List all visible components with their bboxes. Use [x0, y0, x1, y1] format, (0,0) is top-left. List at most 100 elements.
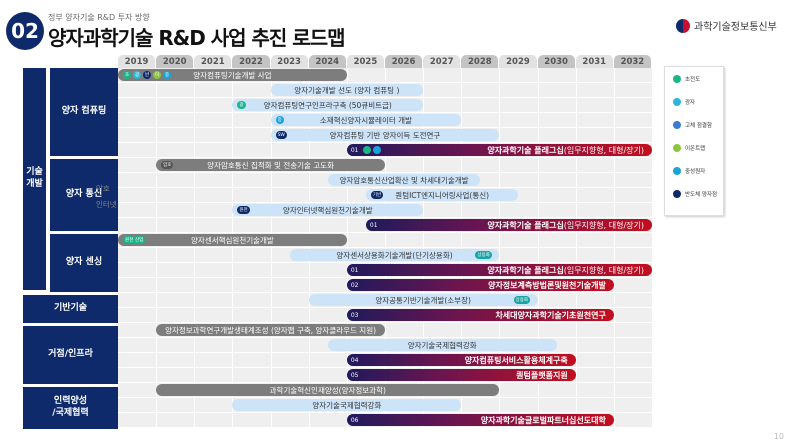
- program-bar[interactable]: 양자컴퓨팅연구인프라구축 (50큐비트급): [232, 99, 424, 111]
- grid-line: [270, 68, 272, 428]
- program-label: 양자기술국제협력강화: [407, 340, 477, 350]
- year-2019: 2019: [118, 55, 156, 68]
- program-bar[interactable]: 양자암호통신 집적화 및 전송기술 고도화: [156, 159, 385, 171]
- tech-badge-icon: 상용화: [513, 296, 530, 304]
- grid-line: [232, 68, 234, 428]
- program-bar[interactable]: 소재혁신양자시뮬레이터 개발: [270, 114, 462, 126]
- year-2027: 2027: [423, 55, 461, 68]
- program-label: 양자센서상용화기술개발(단기상용화): [336, 250, 453, 260]
- ministry-name: 과학기술정보통신부: [694, 22, 777, 33]
- program-bar[interactable]: 양자기술국제협력강화: [327, 339, 557, 351]
- program-label: 양자과학기술글로벌파트너십선도대학: [480, 415, 606, 425]
- program-bar[interactable]: 양자정보과학연구개발생태계조성 (양자팹 구축, 양자클라우드 지원): [156, 324, 385, 336]
- tech-badge-icon: 암호: [161, 161, 174, 169]
- flagship-program-bar[interactable]: 06 양자과학기술글로벌파트너십선도대학: [346, 414, 614, 426]
- category-quantum-communication: 양자 통신: [50, 159, 118, 231]
- program-label: 양자암호통신산업확산 및 차세대기술개발: [339, 175, 469, 185]
- legend-dot-icon: [673, 167, 681, 175]
- program-label: 양자기술개발 선도 (양자 컴퓨팅 ): [294, 85, 400, 95]
- tech-badge-icon: 광: [133, 71, 142, 79]
- program-bar[interactable]: 양자기술국제협력강화: [232, 399, 462, 411]
- year-2021: 2021: [194, 55, 232, 68]
- tech-badge-icon: 초: [123, 71, 132, 79]
- tech-badge-icon: 산업: [133, 236, 146, 244]
- program-number: 05: [350, 371, 359, 379]
- legend-label: 광자: [685, 100, 696, 106]
- grid-line: [385, 68, 386, 428]
- tech-badge-icon: SW: [275, 131, 287, 139]
- program-label: 양자암호통신 집적화 및 전송기술 고도화: [207, 160, 334, 170]
- program-number: 01: [369, 221, 378, 229]
- tech-badge-icon: 반: [143, 71, 152, 79]
- side-label-internet: 인터넷: [96, 200, 117, 209]
- program-bar[interactable]: 양자암호통신산업확산 및 차세대기술개발: [327, 174, 481, 186]
- program-bar[interactable]: 양자센서핵심원천기술개발: [118, 234, 347, 246]
- flagship-program-bar[interactable]: 01 양자과학기술 플래그십 (임무지향형, 대형/장기): [365, 219, 652, 231]
- program-label: 양자정보과학연구개발생태계조성 (양자팹 구축, 양자클라우드 지원): [165, 325, 377, 335]
- program-bar[interactable]: 양자컴퓨팅기술개발 사업: [118, 69, 347, 81]
- year-2022: 2022: [232, 55, 270, 68]
- tech-badge-icon: 기반: [370, 191, 384, 199]
- legend-label: 초전도: [685, 77, 701, 83]
- year-2026: 2026: [384, 55, 423, 68]
- program-number: 03: [350, 311, 359, 319]
- program-label: 양자과학기술 플래그십: [487, 265, 564, 275]
- program-label: 양자컴퓨팅서비스활용체계구축: [464, 355, 568, 365]
- taegeuk-icon: [676, 18, 690, 33]
- section-number-badge: 02: [6, 12, 44, 50]
- program-label: 퀀텀ICT엔지니어링사업(통신): [395, 190, 490, 200]
- program-bar[interactable]: 양자센서상용화기술개발(단기상용화): [289, 249, 500, 261]
- year-2025: 2025: [346, 55, 384, 68]
- legend-dot-icon: [673, 75, 681, 83]
- flagship-program-bar[interactable]: 05 퀀텀플랫폼지원: [346, 369, 576, 381]
- year-2032: 2032: [613, 55, 651, 68]
- legend-item: 고체 점결함: [673, 121, 712, 129]
- flagship-program-bar[interactable]: 01 양자과학기술 플래그십 (임무지향형, 대형/장기): [346, 264, 652, 276]
- flagship-program-bar[interactable]: 01 양자과학기술 플래그십 (임무지향형, 대형/장기): [346, 144, 652, 156]
- category-tech-dev: 기술 개발: [23, 68, 46, 290]
- legend-label: 이온트랩: [685, 146, 706, 152]
- program-label: 양자공통기반기술개발(소부장): [375, 295, 471, 305]
- tech-badge-icon: 상용화: [475, 251, 492, 259]
- program-bar[interactable]: 과학기술혁신인재양성(양자정보과학): [156, 384, 500, 396]
- program-number: 01: [350, 266, 359, 274]
- flagship-program-bar[interactable]: 04 양자컴퓨팅서비스활용체계구축: [346, 354, 576, 366]
- year-2028: 2028: [461, 55, 499, 68]
- year-2031: 2031: [575, 55, 613, 68]
- flagship-program-bar[interactable]: 02 양자정보계측방법론및원천기술개발: [346, 279, 614, 291]
- program-bar[interactable]: 양자컴퓨팅 기반 양자이득 도전연구: [270, 129, 500, 141]
- program-label: 양자컴퓨팅 기반 양자이득 도전연구: [329, 130, 441, 140]
- category-quantum-computing: 양자 컴퓨팅: [50, 68, 118, 156]
- program-sublabel: (임무지향형, 대형/장기): [563, 220, 644, 230]
- year-2029: 2029: [499, 55, 537, 68]
- program-number: 01: [350, 146, 359, 154]
- program-bar[interactable]: 양자공통기반기술개발(소부장): [308, 294, 538, 306]
- flagship-program-bar[interactable]: 03 차세대양자과학기술기초원천연구: [346, 309, 614, 321]
- program-sublabel: (임무지향형, 대형/장기): [563, 265, 644, 275]
- program-bar[interactable]: 퀀텀ICT엔지니어링사업(통신): [365, 189, 519, 201]
- grid-line: [613, 68, 615, 428]
- tech-badge-icon: 광: [237, 101, 246, 109]
- year-2024: 2024: [308, 55, 346, 68]
- program-sublabel: (임무지향형, 대형/장기): [563, 145, 644, 155]
- grid-line: [423, 68, 425, 428]
- legend-item: 중성원자: [673, 167, 705, 175]
- program-label: 양자컴퓨팅연구인프라구축 (50큐비트급): [263, 100, 392, 110]
- program-bar[interactable]: 양자기술개발 선도 (양자 컴퓨팅 ): [270, 84, 424, 96]
- legend-item: 반도체 양자점: [673, 190, 717, 198]
- category-talent: 인력양성 /국제협력: [23, 387, 118, 429]
- year-2020: 2020: [156, 55, 194, 68]
- program-bar[interactable]: 양자인터넷핵심원천기술개발: [232, 204, 424, 216]
- grid-line: [346, 68, 348, 428]
- program-label: 퀀텀플랫폼지원: [516, 370, 568, 380]
- legend-dot-icon: [673, 121, 681, 129]
- grid-line: [461, 68, 463, 428]
- year-header: 2019 2020 2021 2022 2023 2024 2025 2026 2027 2028…: [118, 55, 652, 68]
- legend-item: 초전도: [673, 75, 700, 83]
- tech-badge-icon: 원천: [237, 206, 250, 214]
- legend-label: 고체 점결함: [685, 123, 713, 129]
- page-number: 10: [773, 432, 784, 441]
- legend-item: 광자: [673, 98, 695, 106]
- legend-dot-icon: [673, 144, 681, 152]
